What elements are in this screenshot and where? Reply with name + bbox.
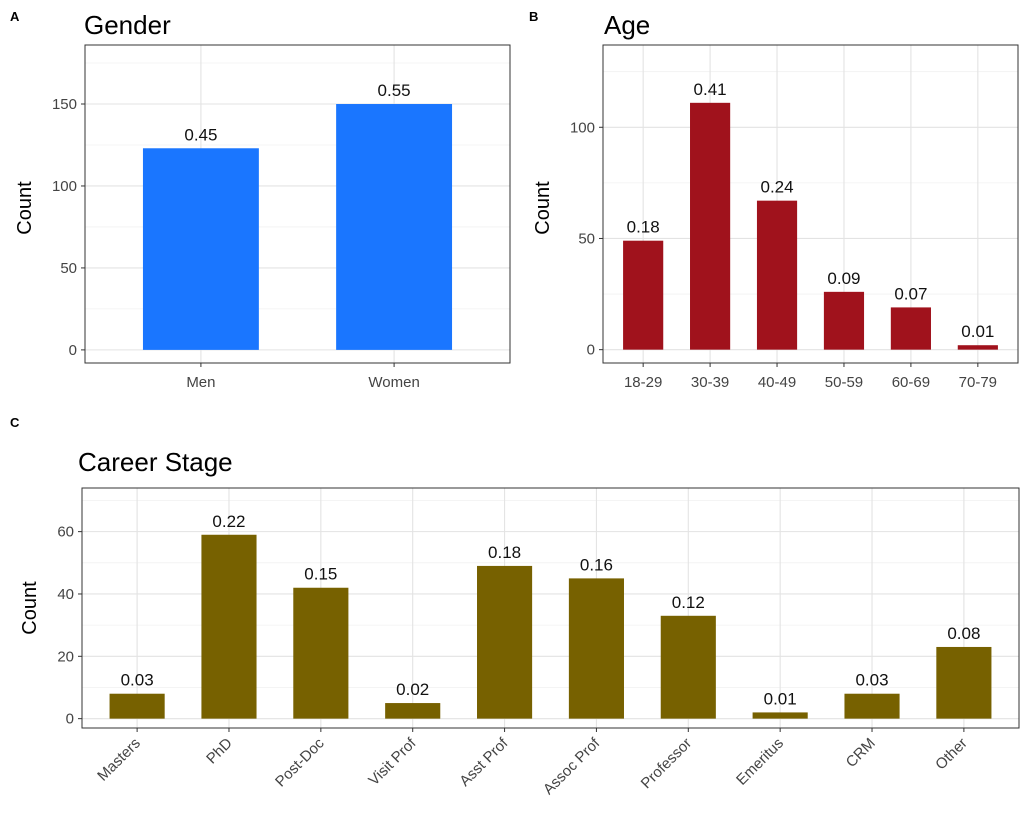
bar-age-60-69 xyxy=(890,307,931,350)
bar-age-18-29 xyxy=(623,240,664,350)
x-tick-label-career-stage: Asst Prof xyxy=(456,734,512,790)
y-tick-label-gender: 0 xyxy=(69,342,77,359)
x-tick-label-career-stage: Emeritus xyxy=(733,735,787,789)
bar-career-stage-professor xyxy=(660,615,716,719)
data-label-age: 0.01 xyxy=(961,322,994,341)
bar-career-stage-other xyxy=(936,646,992,719)
data-label-career-stage: 0.02 xyxy=(396,680,429,699)
x-tick-label-career-stage: Post-Doc xyxy=(272,734,328,790)
panel-age: B Age Count 0.18 0.41 0.24 0.09 0.07 0.01 0 50 1… xyxy=(529,9,1019,391)
bar-age-40-49 xyxy=(756,200,798,350)
bar-career-stage-post-doc xyxy=(293,587,349,719)
data-label-gender: 0.45 xyxy=(184,125,217,144)
plot-border-career-stage xyxy=(81,487,1020,729)
bar-gender-women xyxy=(336,104,453,350)
panel-gender: A Gender Count 0.45 0.55 0 50 100 150 Men Women xyxy=(10,9,511,391)
bar-career-stage-asst-prof xyxy=(477,565,533,719)
panel-title-gender: Gender xyxy=(84,10,171,40)
y-tick-label-gender: 100 xyxy=(52,178,77,195)
y-axis-label-age: Count xyxy=(532,181,554,235)
x-tick-label-gender: Women xyxy=(368,374,419,391)
bar-career-stage-visit-prof xyxy=(385,703,441,719)
y-axis-label-career-stage: Count xyxy=(19,581,41,635)
plot-border-gender xyxy=(84,44,511,364)
bar-age-30-39 xyxy=(690,102,731,350)
y-tick-label-career-stage: 60 xyxy=(57,524,74,541)
y-tick-label-age: 50 xyxy=(578,230,595,247)
panel-letter-c: C xyxy=(10,415,20,430)
panel-letter-b: B xyxy=(529,9,538,24)
data-label-career-stage: 0.18 xyxy=(488,543,521,562)
y-tick-label-gender: 50 xyxy=(60,260,77,277)
y-tick-label-gender: 150 xyxy=(52,96,77,113)
y-tick-label-career-stage: 0 xyxy=(66,711,74,728)
data-label-career-stage: 0.12 xyxy=(672,593,705,612)
bar-gender-men xyxy=(142,148,259,350)
x-tick-label-career-stage: Professor xyxy=(638,735,695,792)
bar-career-stage-masters xyxy=(109,693,165,719)
x-tick-label-age: 70-79 xyxy=(959,374,997,391)
data-label-age: 0.18 xyxy=(627,218,660,237)
data-label-career-stage: 0.03 xyxy=(855,671,888,690)
data-label-career-stage: 0.03 xyxy=(121,671,154,690)
data-label-age: 0.24 xyxy=(760,178,793,197)
data-label-career-stage: 0.22 xyxy=(212,512,245,531)
panel-career-stage: C Career Stage Count 0.03 0.22 0.15 0.02 0.1… xyxy=(10,415,1020,798)
bar-career-stage-phd xyxy=(201,534,257,719)
bar-career-stage-assoc-prof xyxy=(568,578,624,719)
bar-age-70-79 xyxy=(957,345,998,350)
y-tick-label-career-stage: 20 xyxy=(57,648,74,665)
x-tick-label-age: 18-29 xyxy=(624,374,662,391)
x-tick-label-career-stage: Masters xyxy=(94,735,144,785)
panel-title-age: Age xyxy=(604,10,650,40)
bar-career-stage-emeritus xyxy=(752,712,808,719)
data-label-age: 0.09 xyxy=(827,269,860,288)
data-label-career-stage: 0.08 xyxy=(947,624,980,643)
y-axis-label-gender: Count xyxy=(14,181,36,235)
data-label-career-stage: 0.01 xyxy=(764,689,797,708)
panel-letter-a: A xyxy=(10,9,20,24)
x-tick-label-career-stage: Other xyxy=(932,735,971,774)
data-label-age: 0.41 xyxy=(694,80,727,99)
y-tick-label-career-stage: 40 xyxy=(57,586,74,603)
bar-career-stage-crm xyxy=(844,693,900,719)
bar-age-50-59 xyxy=(823,291,865,350)
y-tick-label-age: 0 xyxy=(587,342,595,359)
x-tick-label-career-stage: Assoc Prof xyxy=(540,734,604,798)
x-tick-label-career-stage: Visit Prof xyxy=(365,734,420,789)
panel-title-career-stage: Career Stage xyxy=(78,447,233,477)
data-label-career-stage: 0.15 xyxy=(304,565,337,584)
data-label-career-stage: 0.16 xyxy=(580,555,613,574)
x-tick-label-age: 60-69 xyxy=(892,374,930,391)
plot-border-age xyxy=(602,44,1019,364)
x-tick-label-age: 30-39 xyxy=(691,374,729,391)
x-tick-label-age: 50-59 xyxy=(825,374,863,391)
y-tick-label-age: 100 xyxy=(570,119,595,136)
x-tick-label-career-stage: PhD xyxy=(203,735,236,768)
data-label-gender: 0.55 xyxy=(378,81,411,100)
x-tick-label-gender: Men xyxy=(186,374,215,391)
x-tick-label-age: 40-49 xyxy=(758,374,796,391)
x-tick-label-career-stage: CRM xyxy=(843,735,879,771)
data-label-age: 0.07 xyxy=(894,284,927,303)
